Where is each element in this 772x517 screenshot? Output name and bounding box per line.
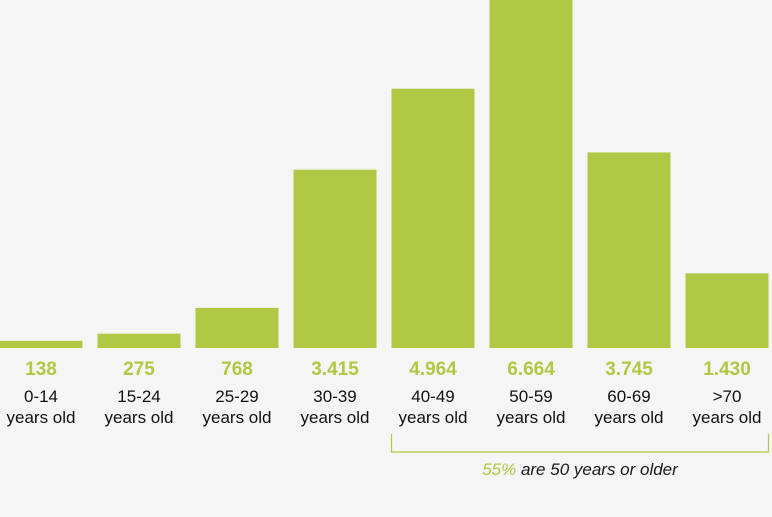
- annotation-text: 55% are 50 years or older: [482, 460, 679, 479]
- bar-1: [97, 333, 181, 348]
- value-label-3: 3.415: [311, 359, 359, 380]
- bar-2: [195, 307, 279, 348]
- value-label-7: 1.430: [703, 359, 751, 380]
- value-labels-group: 138 275 768 3.415 4.964 6.664 3.745 1.430: [25, 359, 751, 380]
- category-label-5-line-1: years old: [497, 408, 566, 427]
- bars-group: [0, 0, 769, 348]
- category-label-6-line-0: 60-69: [607, 387, 650, 406]
- value-label-1: 275: [123, 359, 155, 380]
- value-label-0: 138: [25, 359, 57, 380]
- category-label-4-line-0: 40-49: [411, 387, 454, 406]
- annotation-rest: are 50 years or older: [516, 460, 679, 479]
- category-label-0-line-0: 0-14: [24, 387, 58, 406]
- category-label-5-line-0: 50-59: [509, 387, 552, 406]
- category-labels-group: 0-14 years old 15-24 years old 25-29 years ol…: [7, 387, 762, 427]
- category-label-7-line-1: years old: [693, 408, 762, 427]
- value-label-6: 3.745: [605, 359, 653, 380]
- category-label-2-line-0: 25-29: [215, 387, 258, 406]
- value-label-4: 4.964: [409, 359, 457, 380]
- bar-0: [0, 340, 83, 348]
- category-label-4-line-1: years old: [399, 408, 468, 427]
- value-label-2: 768: [221, 359, 253, 380]
- bar-7: [685, 273, 769, 348]
- category-label-7-line-0: >70: [713, 387, 742, 406]
- category-label-3-line-1: years old: [301, 408, 370, 427]
- category-label-0-line-1: years old: [7, 408, 76, 427]
- bar-3: [293, 169, 377, 348]
- bar-4: [391, 88, 475, 348]
- annotation-bracket: [390, 434, 770, 453]
- bar-6: [587, 152, 671, 348]
- bar-5: [489, 0, 573, 348]
- annotation-highlight: 55%: [482, 460, 516, 479]
- value-label-5: 6.664: [507, 359, 555, 380]
- category-label-2-line-1: years old: [203, 408, 272, 427]
- category-label-1-line-1: years old: [105, 408, 174, 427]
- category-label-6-line-1: years old: [595, 408, 664, 427]
- category-label-1-line-0: 15-24: [117, 387, 160, 406]
- category-label-3-line-0: 30-39: [313, 387, 356, 406]
